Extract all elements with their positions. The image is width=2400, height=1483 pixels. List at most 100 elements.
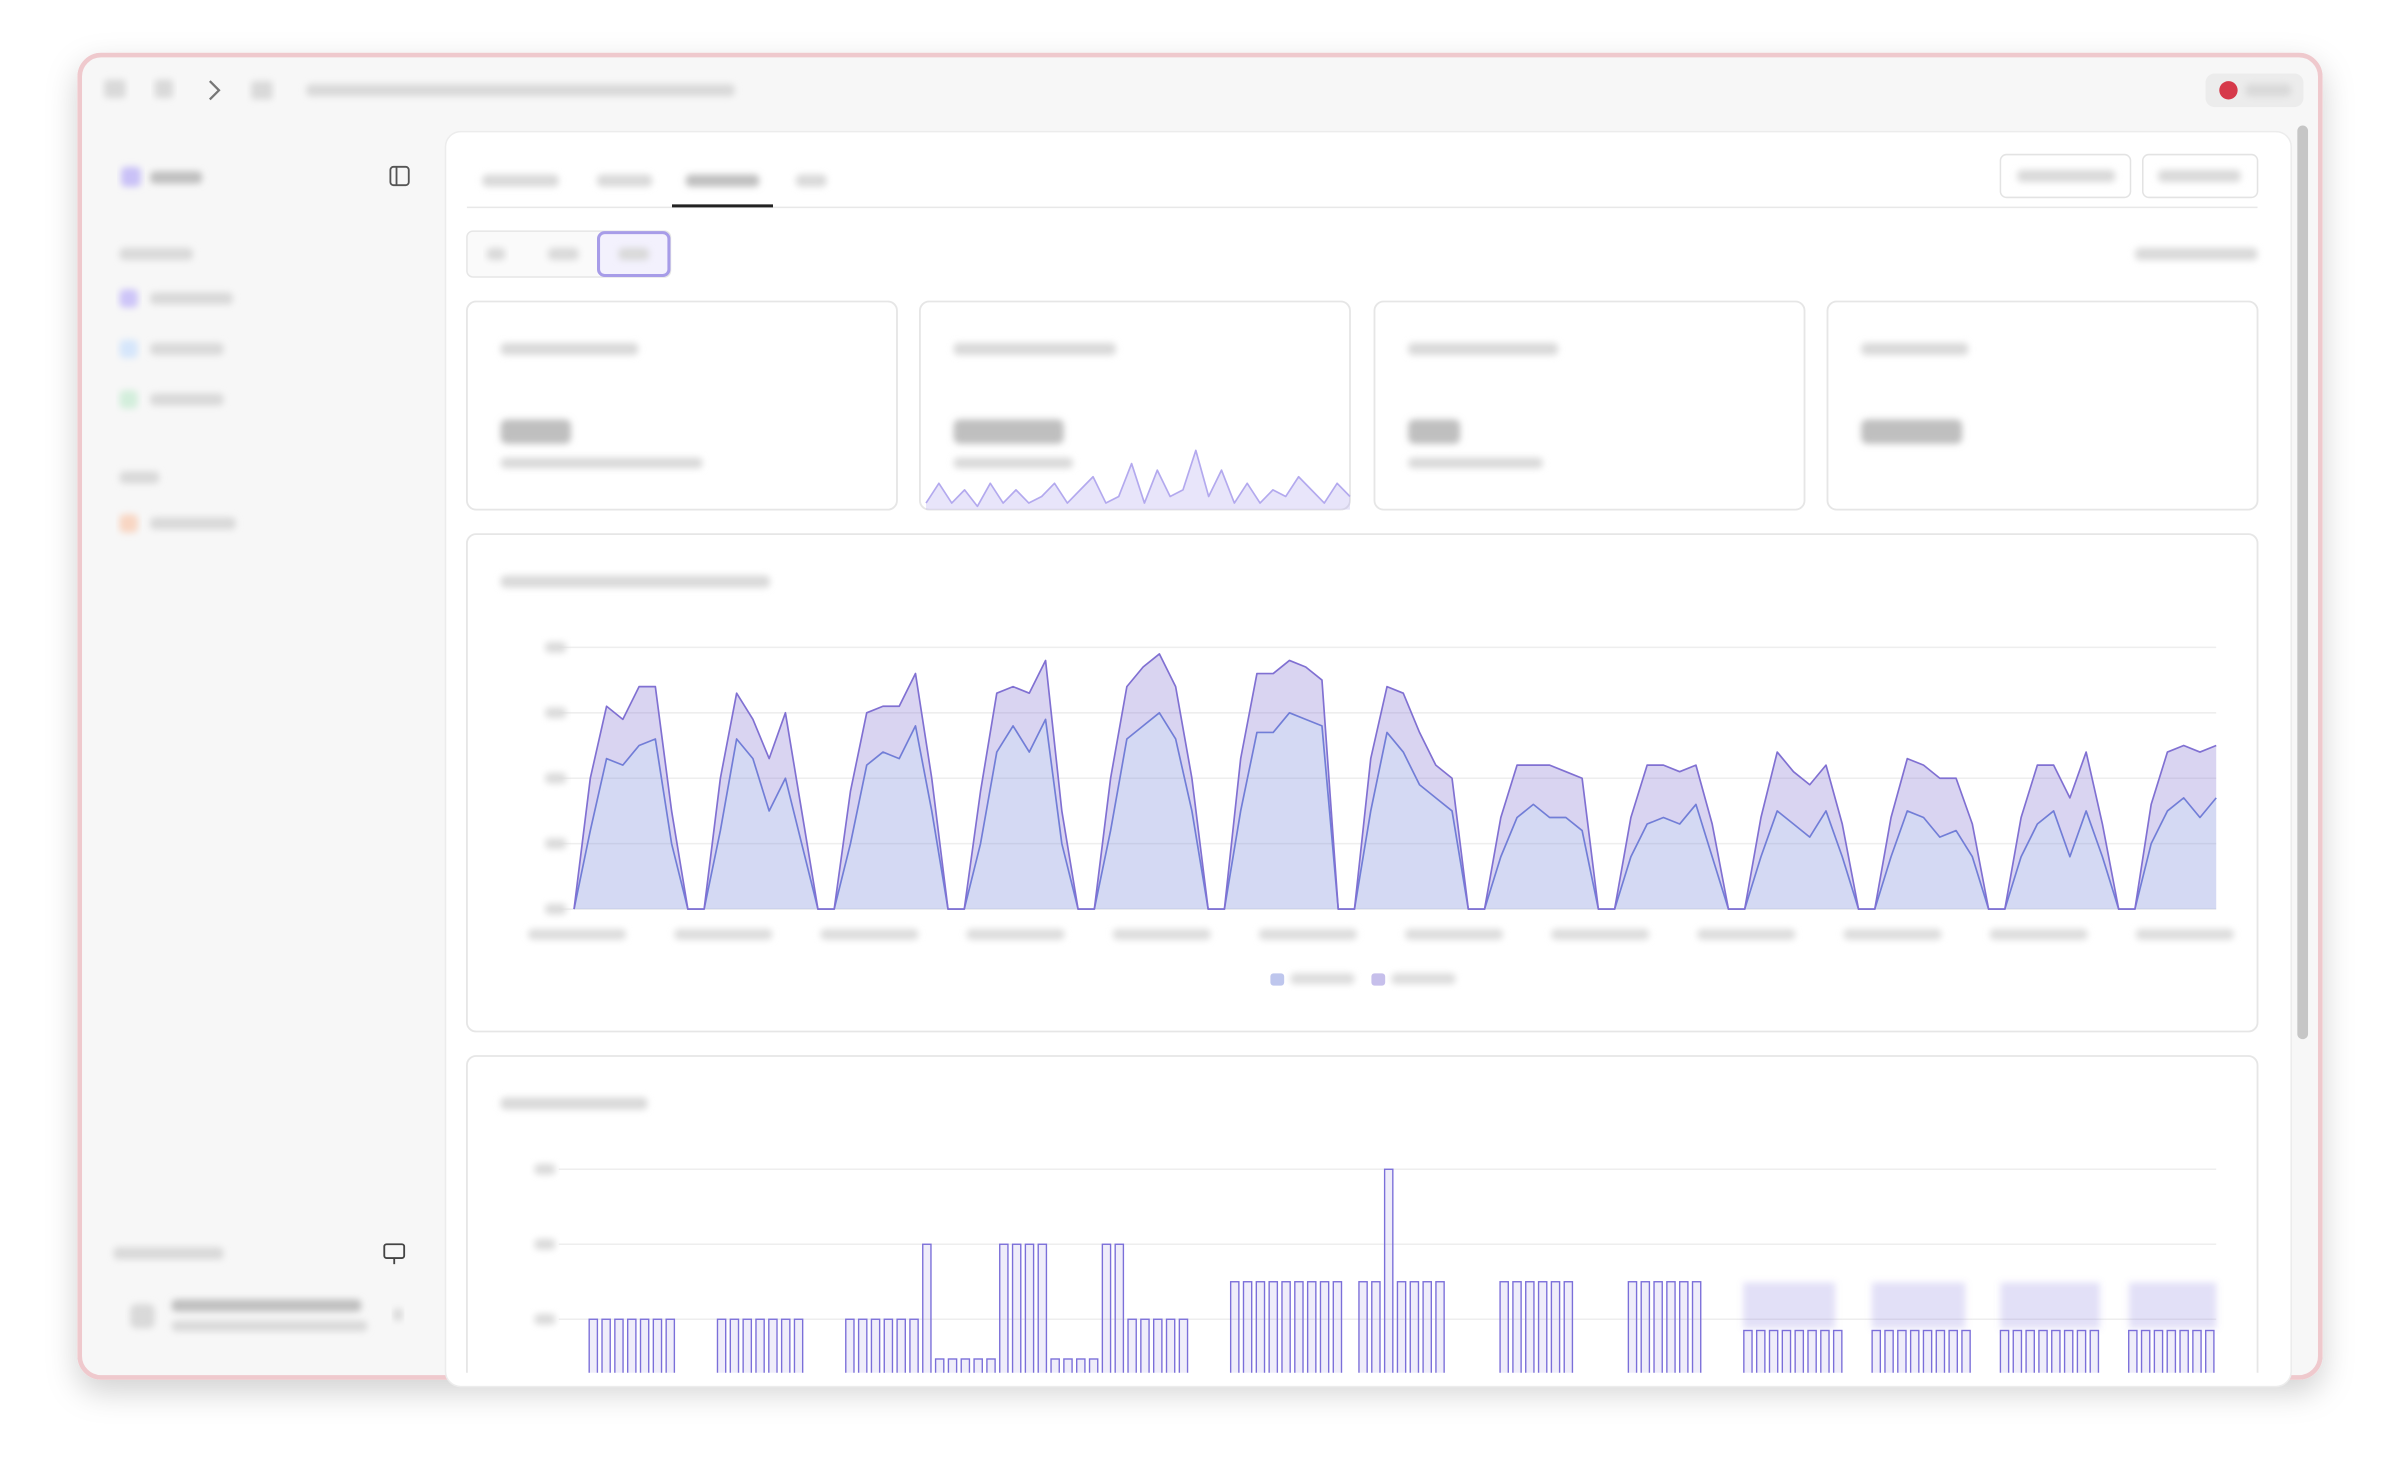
bar (1076, 1358, 1086, 1373)
bar (1050, 1358, 1060, 1373)
stat-note (1408, 457, 1543, 469)
bar (768, 1318, 778, 1373)
range-option[interactable] (486, 247, 506, 261)
bar (1383, 1168, 1394, 1373)
stat-value (500, 419, 571, 444)
bar (1281, 1281, 1291, 1373)
x-tick-label (2135, 928, 2234, 940)
chart-title (500, 575, 770, 588)
bar (1294, 1281, 1304, 1373)
y-tick-label (534, 1163, 556, 1175)
home-button[interactable] (251, 81, 273, 100)
range-option[interactable] (548, 247, 579, 261)
y-tick-label (534, 1313, 556, 1325)
bar (2076, 1329, 2087, 1373)
y-tick-label (544, 903, 567, 915)
bar (588, 1318, 599, 1373)
tab[interactable] (597, 174, 653, 187)
bar (922, 1243, 932, 1373)
bar (755, 1318, 765, 1373)
nav-item[interactable] (150, 517, 236, 530)
nav-icon (119, 289, 138, 308)
bar (601, 1318, 611, 1373)
x-tick-label (528, 928, 627, 940)
scrollbar[interactable] (2297, 125, 2309, 1040)
bar (2153, 1329, 2164, 1373)
bar (1640, 1281, 1651, 1373)
tab[interactable] (795, 174, 827, 187)
bar (1435, 1281, 1445, 1373)
bar (1409, 1281, 1420, 1373)
nav-icon (119, 514, 138, 533)
bar (1088, 1358, 1099, 1373)
bar (665, 1318, 676, 1373)
address-bar[interactable] (306, 84, 735, 97)
nav-item[interactable] (150, 342, 224, 356)
line (925, 449, 1351, 508)
bar (1268, 1281, 1279, 1373)
y-tick-label (544, 707, 567, 719)
back-button[interactable] (154, 79, 174, 98)
nav-item[interactable] (150, 393, 224, 406)
hover-highlight (2000, 1282, 2100, 1329)
bar (1255, 1281, 1266, 1373)
stat-title (953, 342, 1116, 356)
x-tick-label (1405, 928, 1504, 940)
chart-title (500, 1097, 648, 1110)
x-tick-label (1989, 928, 2088, 940)
logo (121, 166, 141, 187)
bar (1165, 1318, 1176, 1373)
bar (793, 1318, 804, 1373)
x-tick-label (1843, 928, 1942, 940)
bar (1037, 1243, 1048, 1373)
y-tick-label (544, 772, 567, 784)
bar (2192, 1329, 2202, 1373)
content (465, 153, 2259, 1373)
bar (1140, 1318, 1150, 1373)
bar (1961, 1329, 1971, 1373)
area (574, 653, 2217, 910)
bar (960, 1358, 971, 1373)
bar (614, 1318, 624, 1373)
bar (1396, 1281, 1407, 1373)
stat-note (953, 457, 1073, 469)
collapse-button[interactable] (389, 165, 410, 187)
bar (934, 1358, 945, 1373)
bar (729, 1318, 740, 1373)
sidebar-toggle[interactable] (104, 79, 126, 98)
bar (1306, 1281, 1317, 1373)
button-label (2158, 169, 2241, 183)
forward-button[interactable] (208, 80, 221, 101)
bar (1011, 1243, 1022, 1373)
bar (1807, 1329, 1817, 1373)
tab-active[interactable] (685, 174, 760, 187)
y-tick-label (544, 642, 567, 653)
bar (1319, 1281, 1330, 1373)
tab[interactable] (482, 174, 559, 187)
bar (973, 1358, 983, 1373)
bar (1653, 1281, 1663, 1373)
bar (1666, 1281, 1676, 1373)
user-name[interactable] (171, 1299, 362, 1312)
x-tick-label (966, 928, 1065, 940)
bar (1897, 1329, 1907, 1373)
nav-icon (119, 390, 138, 409)
bar (2012, 1329, 2023, 1373)
legend-label (1290, 973, 1355, 985)
bar (857, 1318, 868, 1373)
bar (845, 1318, 855, 1373)
bar (1935, 1329, 1946, 1373)
bar (1499, 1281, 1509, 1373)
feedback-icon (2219, 81, 2238, 100)
nav-item[interactable] (150, 292, 233, 305)
stat-card (465, 300, 898, 511)
bar (870, 1318, 881, 1373)
bar (1922, 1329, 1933, 1373)
avatar (130, 1303, 155, 1329)
legend-swatch (1270, 973, 1285, 986)
user-menu[interactable] (393, 1308, 403, 1321)
workspace-label (113, 1247, 224, 1260)
stat-value (1408, 419, 1461, 444)
bar (1371, 1281, 1381, 1373)
